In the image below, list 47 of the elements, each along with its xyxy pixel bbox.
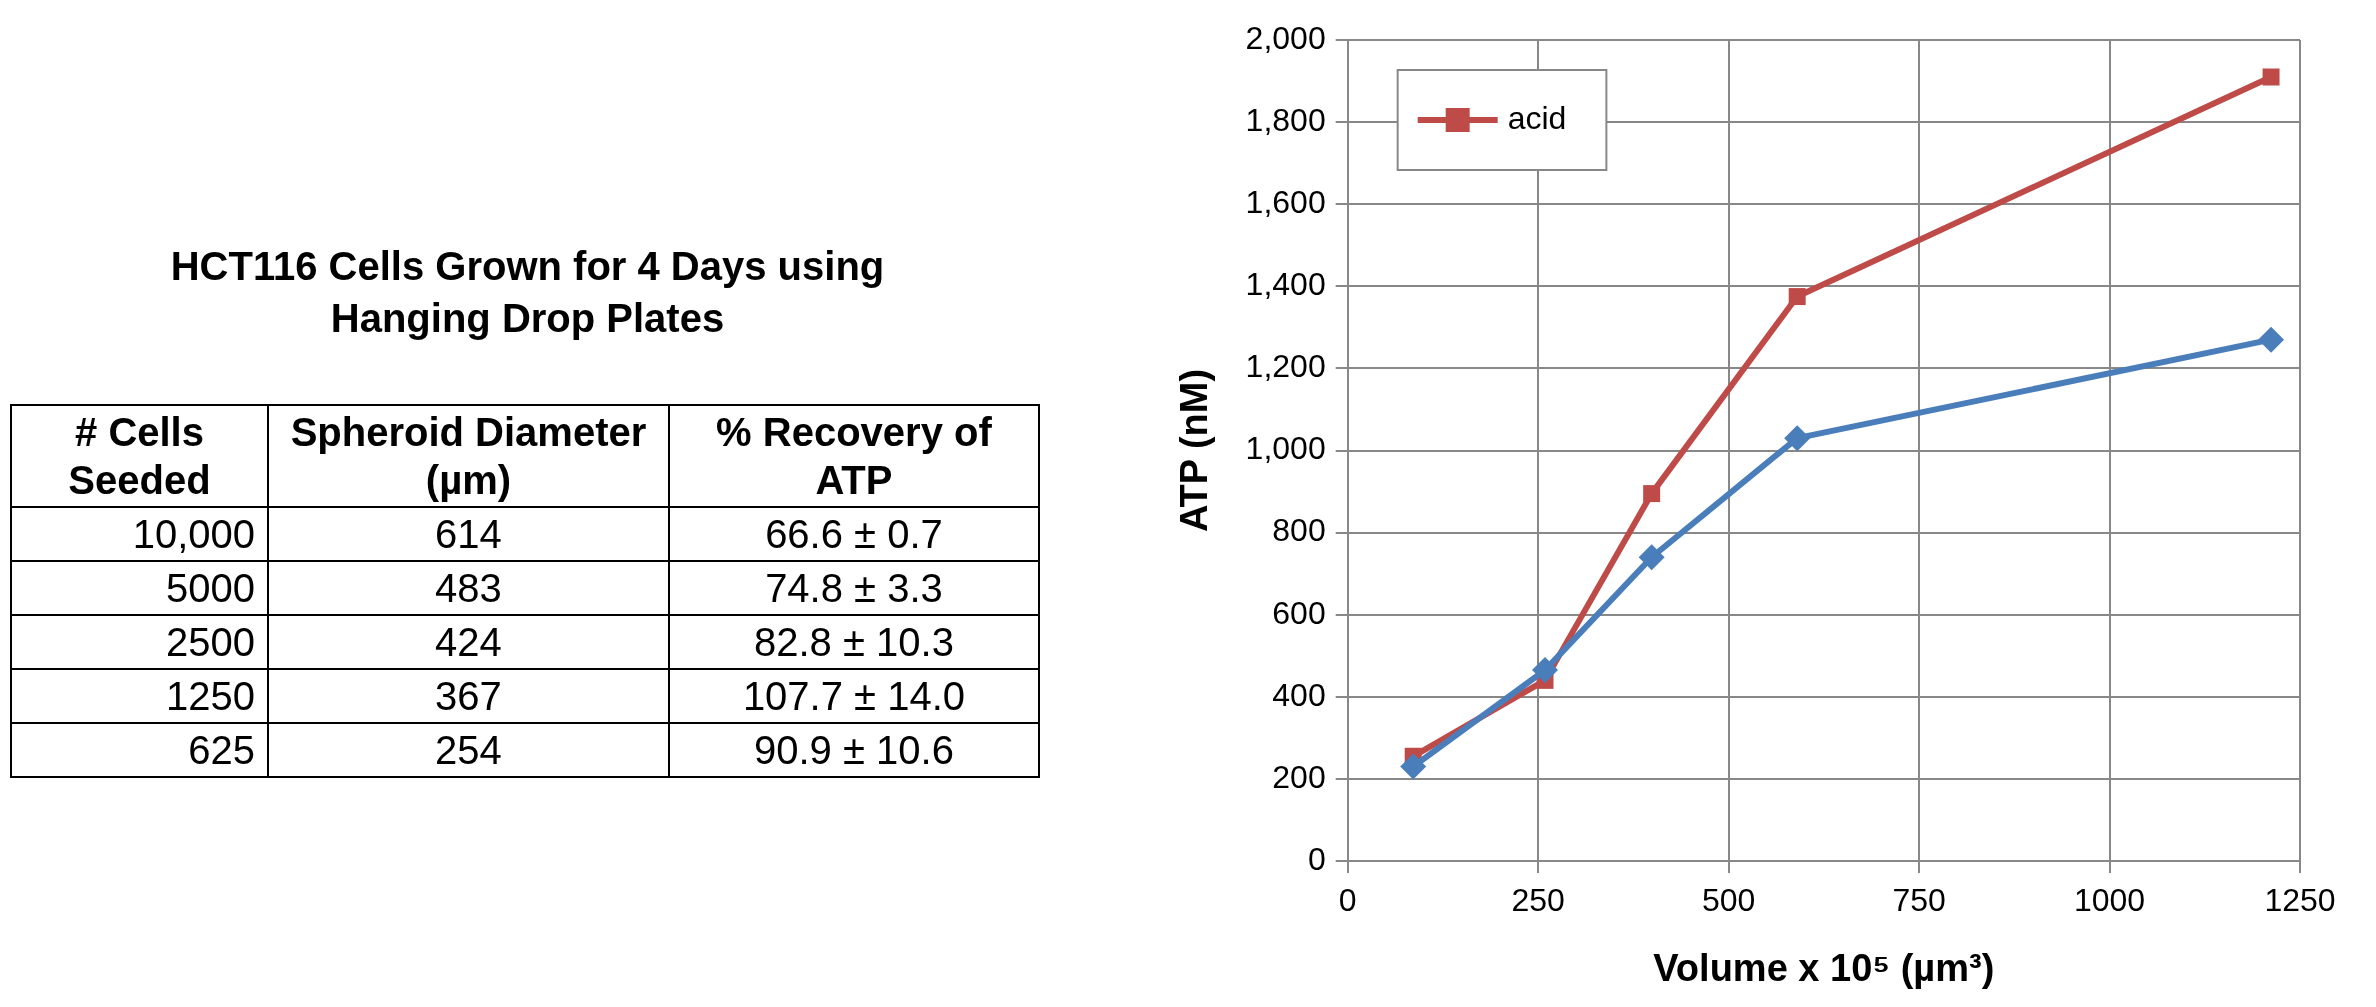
point <box>1400 753 1427 780</box>
y-tick-label: 400 <box>1272 676 1326 713</box>
x-tick-label: 500 <box>1701 882 1756 919</box>
y-tick-label: 1,200 <box>1245 348 1326 385</box>
text: 2500 <box>11 615 268 669</box>
y-tick-label: 200 <box>1272 758 1326 795</box>
x-tick-label: 1250 <box>2264 882 2336 919</box>
y-tick-label: 2,000 <box>1245 19 1326 56</box>
y-tick-label: 1,000 <box>1245 430 1326 467</box>
text: 10,000 <box>11 507 268 561</box>
y-tick-label: 0 <box>1307 840 1326 877</box>
point <box>1784 425 1811 452</box>
point <box>2262 68 2280 86</box>
text: 424 <box>268 615 669 669</box>
text: 254 <box>268 723 669 777</box>
text: % Recovery of ATP <box>668 405 1039 507</box>
text: 82.8 ± 10.3 <box>668 615 1039 669</box>
point <box>1638 544 1665 571</box>
y-tick-label: 1,800 <box>1245 101 1326 138</box>
text: 107.7 ± 14.0 <box>668 669 1039 723</box>
text: 367 <box>268 669 669 723</box>
x-tick-label: 1000 <box>2073 882 2146 919</box>
x-tick-label: 250 <box>1511 882 1565 919</box>
x-tick-label: 750 <box>1892 882 1946 919</box>
y-tick-label: 600 <box>1272 594 1326 631</box>
y-tick-label: 1,600 <box>1245 184 1326 221</box>
y-tick-label: 1,400 <box>1245 266 1326 303</box>
text: 614 <box>268 507 669 561</box>
text: 66.6 ± 0.7 <box>668 507 1039 561</box>
point <box>1643 485 1661 503</box>
x-tick-label: 0 <box>1338 882 1357 919</box>
y-axis-title: ATP (nM) <box>1173 368 1216 533</box>
point <box>2258 326 2285 353</box>
text: 74.8 ± 3.3 <box>668 561 1039 615</box>
text: 625 <box>11 723 268 777</box>
point <box>1532 657 1558 684</box>
text: 90.9 ± 10.6 <box>668 723 1039 777</box>
x-axis-title: Volume x 10⁵ (µm³) <box>1653 946 1995 989</box>
text: # Cells Seeded <box>11 405 268 507</box>
text: 5000 <box>11 561 268 615</box>
text: HCT116 Cells Grown for 4 Days using Hanging Drop Plates <box>169 243 886 342</box>
y-tick-label: 800 <box>1272 512 1326 549</box>
text: 483 <box>268 561 669 615</box>
legend-label: acid <box>1507 99 1567 136</box>
text: 1250 <box>11 669 268 723</box>
text: Spheroid Diameter (µm) <box>268 405 669 507</box>
point <box>1788 288 1806 306</box>
